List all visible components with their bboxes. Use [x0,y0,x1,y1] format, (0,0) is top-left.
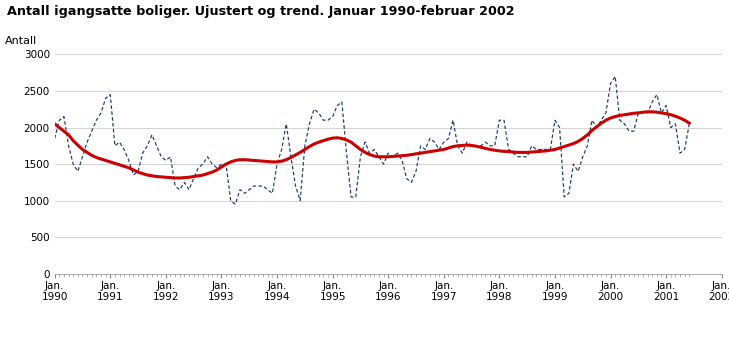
Text: Antall igangsatte boliger. Ujustert og trend. Januar 1990-februar 2002: Antall igangsatte boliger. Ujustert og t… [7,5,515,18]
Text: Antall: Antall [4,36,37,46]
